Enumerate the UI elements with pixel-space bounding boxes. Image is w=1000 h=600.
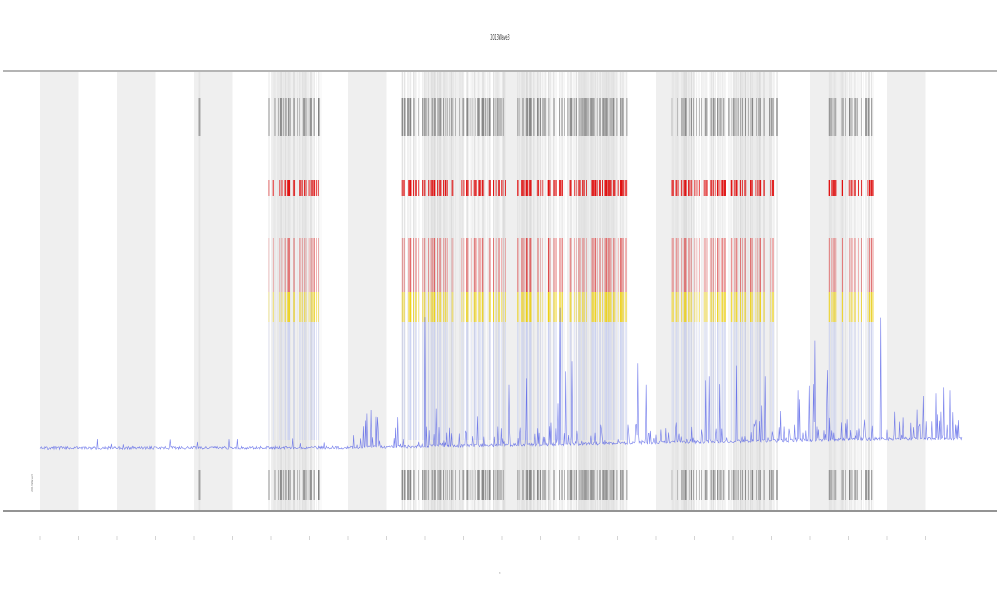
shaded-band — [887, 72, 926, 510]
x-axis-label: t — [499, 571, 501, 575]
shaded-band — [194, 72, 233, 510]
series-line — [39, 307, 963, 451]
shaded-band — [117, 72, 156, 510]
legend-label: 2013Wave3 — [30, 474, 34, 492]
x-ticks — [39, 536, 926, 540]
event-clusters — [198, 72, 874, 510]
chart-title: 2013Wave3 — [490, 34, 509, 43]
shaded-band — [40, 72, 79, 510]
